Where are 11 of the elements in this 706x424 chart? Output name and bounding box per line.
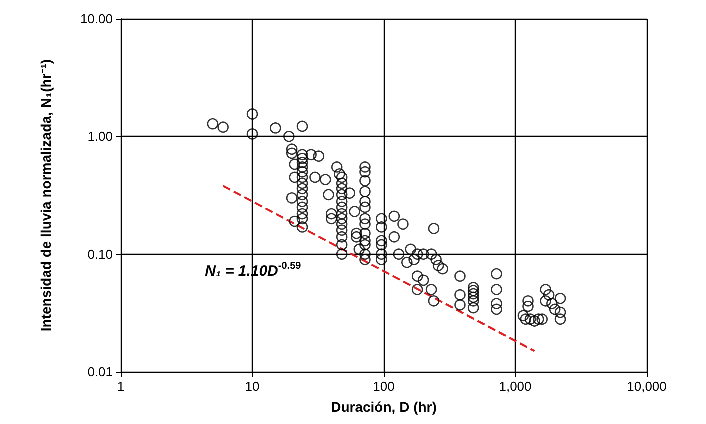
x-tick-label: 1 bbox=[117, 379, 125, 394]
y-tick-label: 0.10 bbox=[88, 246, 113, 262]
y-axis-title: Intensidad de lluvia normalizada, N₁(hr⁻¹) bbox=[38, 59, 54, 332]
x-tick-label: 1,000 bbox=[499, 379, 532, 394]
y-tick-label: 10.00 bbox=[80, 12, 113, 26]
y-tick-label: 0.01 bbox=[88, 364, 113, 380]
x-axis-title: Duración, D (hr) bbox=[331, 399, 437, 415]
x-tick-label: 100 bbox=[373, 379, 395, 394]
x-tick-label: 10 bbox=[245, 379, 260, 394]
x-tick-label: 10,000 bbox=[627, 379, 667, 394]
y-tick-label: 1.00 bbox=[88, 129, 113, 144]
